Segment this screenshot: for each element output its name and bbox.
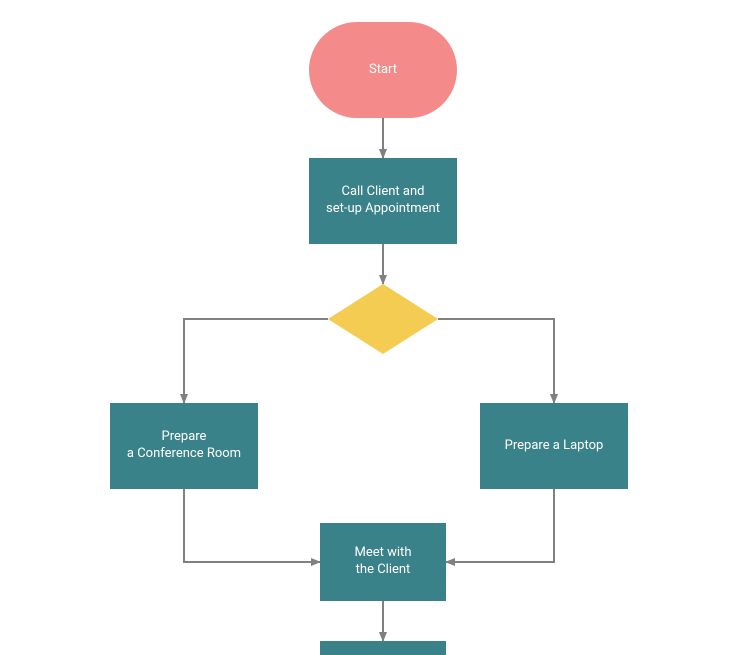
- node-decision: [328, 284, 438, 354]
- edge-decision-to-laptop: [438, 319, 554, 403]
- edge-conf-to-meet: [184, 489, 320, 562]
- node-start-label: Start: [369, 62, 397, 79]
- edge-decision-to-conf: [184, 319, 328, 403]
- node-laptop: Prepare a Laptop: [480, 403, 628, 489]
- node-laptop-label: Prepare a Laptop: [505, 438, 604, 455]
- edge-laptop-to-meet: [446, 489, 554, 562]
- flowchart-canvas: Start Call Client and set-up Appointment P…: [0, 0, 729, 655]
- node-call-label: Call Client and set-up Appointment: [326, 184, 440, 218]
- node-call: Call Client and set-up Appointment: [309, 158, 457, 244]
- node-start: Start: [309, 22, 457, 118]
- node-conf-label: Prepare a Conference Room: [127, 429, 241, 463]
- node-meet-label: Meet with the Client: [355, 545, 412, 579]
- node-next: [320, 641, 446, 655]
- node-meet: Meet with the Client: [320, 523, 446, 601]
- node-conf: Prepare a Conference Room: [110, 403, 258, 489]
